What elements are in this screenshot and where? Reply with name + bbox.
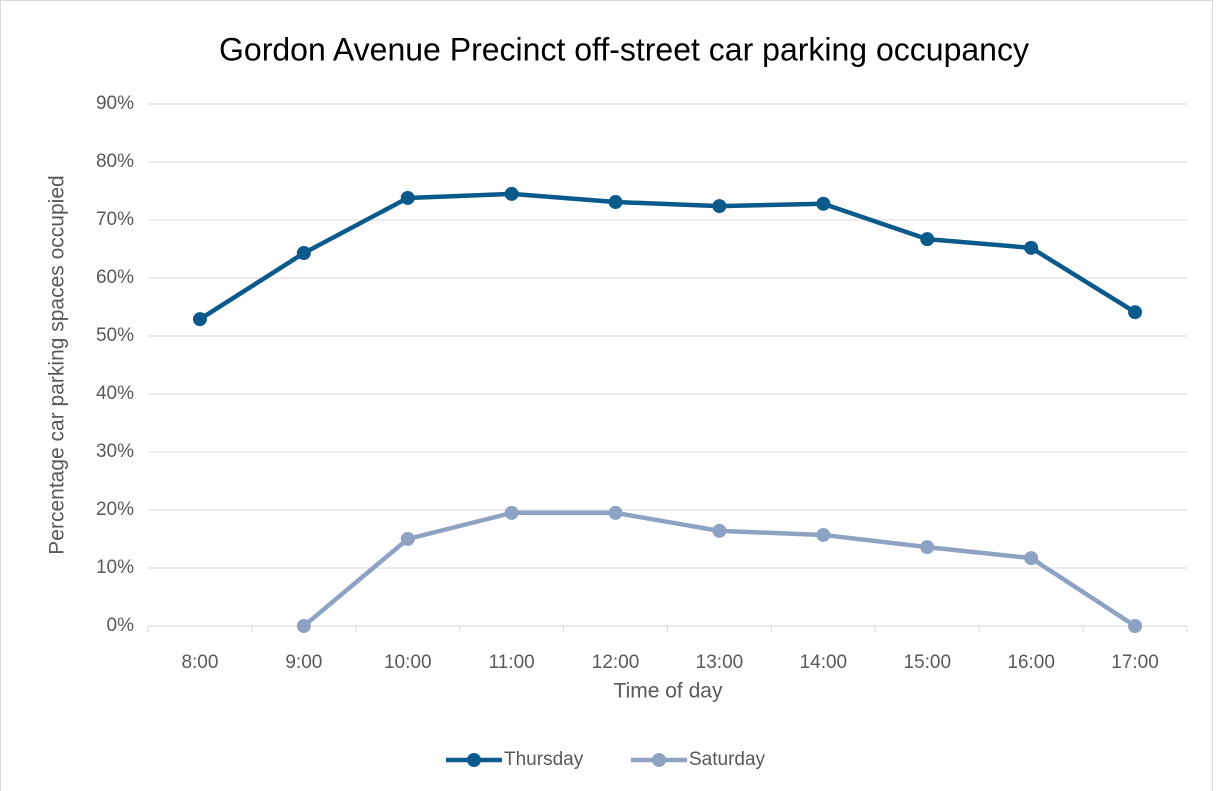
data-point	[296, 619, 311, 633]
data-point	[608, 505, 623, 520]
y-tick-label: 50%	[96, 325, 134, 346]
x-tick-label: 15:00	[903, 652, 951, 673]
x-tick-label: 17:00	[1111, 652, 1159, 673]
legend-label: Saturday	[689, 749, 766, 770]
x-tick-label: 13:00	[696, 652, 744, 673]
y-tick-label: 30%	[96, 441, 134, 462]
y-tick-label: 20%	[96, 499, 134, 520]
data-point	[712, 523, 727, 538]
data-point	[920, 540, 935, 555]
data-point	[1024, 551, 1039, 566]
data-point	[400, 532, 415, 546]
data-point	[296, 246, 311, 261]
legend-marker	[652, 753, 666, 767]
chart-title: Gordon Avenue Precinct off-street car pa…	[219, 31, 1029, 67]
y-tick-label: 60%	[96, 267, 134, 288]
data-point	[1128, 305, 1143, 320]
x-tick-label: 11:00	[489, 652, 535, 673]
x-tick-label: 8:00	[181, 652, 218, 673]
y-tick-label: 10%	[96, 557, 134, 578]
series-line	[198, 191, 1137, 322]
legend-label: Thursday	[504, 749, 584, 770]
y-axis-label: Percentage car parking spaces occupied	[46, 175, 69, 554]
data-point	[816, 196, 831, 211]
y-tick-label: 40%	[96, 383, 134, 404]
x-tick-label: 9:00	[285, 652, 322, 673]
x-axis-label: Time of day	[614, 680, 723, 703]
data-point	[192, 312, 207, 327]
data-point	[400, 190, 415, 205]
x-tick-label: 16:00	[1007, 652, 1055, 673]
data-point	[712, 199, 727, 214]
data-point	[920, 232, 935, 247]
y-tick-label: 80%	[96, 151, 134, 172]
data-point	[608, 195, 623, 210]
x-tick-label: 12:00	[592, 652, 640, 673]
data-point	[816, 527, 831, 542]
x-tick-label: 10:00	[384, 652, 432, 673]
data-point	[504, 186, 519, 201]
data-point	[504, 505, 519, 520]
y-tick-label: 0%	[107, 615, 135, 636]
data-point	[1128, 619, 1143, 633]
legend-marker	[467, 753, 481, 767]
y-tick-label: 70%	[96, 209, 134, 230]
data-point	[1024, 240, 1039, 255]
x-tick-label: 14:00	[800, 652, 848, 673]
y-tick-label: 90%	[96, 93, 134, 114]
